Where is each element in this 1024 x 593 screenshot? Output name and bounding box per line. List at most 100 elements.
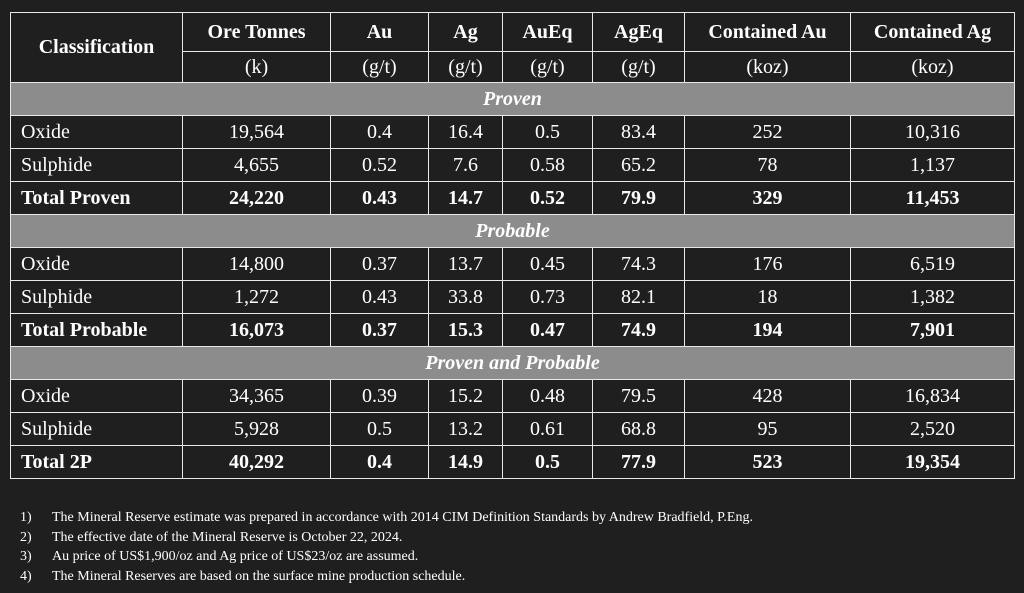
section-row: Proven and Probable — [10, 346, 1015, 380]
note: 1) The Mineral Reserve estimate was prepa… — [20, 508, 753, 528]
section-row: Proven — [10, 82, 1015, 116]
section-title: Proven — [10, 82, 1015, 116]
total-row: Total Probable 16,073 0.37 15.3 0.47 74.9 194 7… — [10, 313, 1015, 347]
section-row: Probable — [10, 214, 1015, 248]
note-text: Au price of US$1,900/oz and Ag price of … — [52, 549, 419, 564]
cell: 0.48 — [502, 379, 593, 413]
cell: 1,382 — [850, 280, 1015, 314]
header-cell: AuEq — [502, 12, 593, 52]
cell: 0.73 — [502, 280, 593, 314]
cell: 78 — [684, 148, 851, 182]
note: 2) The effective date of the Mineral Rese… — [20, 528, 753, 548]
cell: 18 — [684, 280, 851, 314]
cell: 0.52 — [330, 148, 429, 182]
cell: 19,564 — [182, 115, 331, 149]
cell: 2,520 — [850, 412, 1015, 446]
cell: 15.2 — [428, 379, 503, 413]
cell: 0.5 — [330, 412, 429, 446]
cell: Sulphide — [10, 148, 183, 182]
cell: 33.8 — [428, 280, 503, 314]
cell: 13.2 — [428, 412, 503, 446]
cell: 77.9 — [592, 445, 685, 479]
unit-cell: (g/t) — [502, 51, 593, 83]
note-number: 4) — [20, 568, 32, 584]
section-title: Proven and Probable — [10, 346, 1015, 380]
note: 4) The Mineral Reserves are based on the … — [20, 567, 753, 587]
cell: 6,519 — [850, 247, 1015, 281]
cell: 1,137 — [850, 148, 1015, 182]
cell: 14.7 — [428, 181, 503, 215]
cell: 34,365 — [182, 379, 331, 413]
note-number: 3) — [20, 549, 32, 564]
note-text: The Mineral Reserve estimate was prepare… — [52, 510, 753, 525]
cell: 16,073 — [182, 313, 331, 347]
note-text: The effective date of the Mineral Reserv… — [52, 529, 403, 545]
cell: 10,316 — [850, 115, 1015, 149]
header-cell: Au — [330, 12, 429, 52]
cell: 13.7 — [428, 247, 503, 281]
header-cell: Contained Ag — [850, 12, 1015, 52]
cell: 74.9 — [592, 313, 685, 347]
cell: 0.43 — [330, 181, 429, 215]
reserve-table: Classification Ore Tonnes Au Ag AuEq AgEq Cont… — [10, 12, 1015, 479]
cell: 194 — [684, 313, 851, 347]
cell: 428 — [684, 379, 851, 413]
cell: 0.43 — [330, 280, 429, 314]
notes: 1) The Mineral Reserve estimate was prepa… — [20, 508, 753, 586]
unit-cell: (koz) — [684, 51, 851, 83]
cell: 16,834 — [850, 379, 1015, 413]
cell: Sulphide — [10, 412, 183, 446]
note: 3) Au price of US$1,900/oz and Ag price o… — [20, 547, 753, 567]
cell: 0.37 — [330, 247, 429, 281]
cell: 0.61 — [502, 412, 593, 446]
cell: 523 — [684, 445, 851, 479]
cell: Total 2P — [10, 445, 183, 479]
unit-cell: (g/t) — [428, 51, 503, 83]
total-row: Total 2P 40,292 0.4 14.9 0.5 77.9 523 19,354 — [10, 445, 1015, 479]
cell: 68.8 — [592, 412, 685, 446]
unit-cell: (koz) — [850, 51, 1015, 83]
cell: 0.4 — [330, 445, 429, 479]
cell: 4,655 — [182, 148, 331, 182]
data-row: Sulphide 4,655 0.52 7.6 0.58 65.2 78 1,137 — [10, 148, 1015, 182]
cell: 40,292 — [182, 445, 331, 479]
header-cell: Classification — [10, 12, 183, 83]
unit-cell: (g/t) — [592, 51, 685, 83]
section-title: Probable — [10, 214, 1015, 248]
cell: 329 — [684, 181, 851, 215]
cell: 7.6 — [428, 148, 503, 182]
header-cell: AgEq — [592, 12, 685, 52]
cell: Oxide — [10, 379, 183, 413]
unit-row: (k) (g/t) (g/t) (g/t) (g/t) (koz) (koz) — [11, 51, 1015, 83]
header-cell: Contained Au — [684, 12, 851, 52]
data-row: Oxide 14,800 0.37 13.7 0.45 74.3 176 6,519 — [10, 247, 1015, 281]
cell: 0.4 — [330, 115, 429, 149]
cell: 14,800 — [182, 247, 331, 281]
cell: 0.58 — [502, 148, 593, 182]
cell: 1,272 — [182, 280, 331, 314]
cell: Total Proven — [10, 181, 183, 215]
cell: 16.4 — [428, 115, 503, 149]
data-row: Oxide 19,564 0.4 16.4 0.5 83.4 252 10,316 — [10, 115, 1015, 149]
data-row: Sulphide 5,928 0.5 13.2 0.61 68.8 95 2,520 — [10, 412, 1015, 446]
cell: 0.45 — [502, 247, 593, 281]
header-cell: Ore Tonnes — [182, 12, 331, 52]
cell: 5,928 — [182, 412, 331, 446]
cell: 0.52 — [502, 181, 593, 215]
header-row: Classification Ore Tonnes Au Ag AuEq AgEq Cont… — [10, 12, 1015, 83]
cell: Sulphide — [10, 280, 183, 314]
note-number: 2) — [20, 529, 32, 545]
cell: 82.1 — [592, 280, 685, 314]
cell: 14.9 — [428, 445, 503, 479]
note-number: 1) — [20, 510, 32, 525]
cell: Total Probable — [10, 313, 183, 347]
cell: Oxide — [10, 115, 183, 149]
total-row: Total Proven 24,220 0.43 14.7 0.52 79.9 329 11,… — [10, 181, 1015, 215]
data-row: Sulphide 1,272 0.43 33.8 0.73 82.1 18 1,382 — [10, 280, 1015, 314]
cell: 79.9 — [592, 181, 685, 215]
cell: 24,220 — [182, 181, 331, 215]
header-cell: Ag — [428, 12, 503, 52]
cell: 11,453 — [850, 181, 1015, 215]
unit-cell: (g/t) — [330, 51, 429, 83]
